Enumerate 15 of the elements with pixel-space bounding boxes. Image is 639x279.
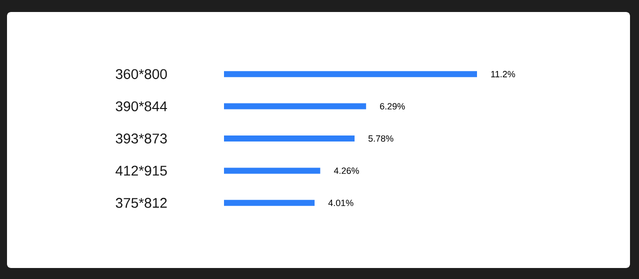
data-label: 4.26% — [334, 168, 359, 174]
y-tick-label: 375*812 — [116, 198, 167, 208]
bar — [224, 71, 478, 78]
data-label: 11.2% — [491, 70, 516, 78]
bar — [224, 200, 315, 206]
data-label: 4.01% — [328, 200, 354, 206]
bar — [224, 136, 355, 142]
data-label: 5.78% — [368, 135, 394, 142]
y-tick-label: 360*800 — [116, 69, 167, 80]
y-tick-label: 390*844 — [116, 101, 168, 112]
y-tick-label: 412*915 — [116, 166, 167, 176]
bar — [224, 103, 366, 110]
bar — [224, 168, 320, 174]
y-tick-label: 393*873 — [116, 134, 167, 144]
data-label: 6.29% — [380, 103, 405, 110]
